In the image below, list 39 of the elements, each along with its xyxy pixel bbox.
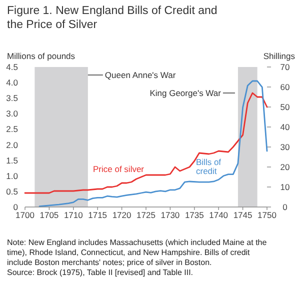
y-tick-label: 2.5 bbox=[6, 124, 18, 134]
chart-title: Figure 1. New England Bills of Credit and the Price of Silver bbox=[7, 5, 218, 31]
y-tick-label: 3.5 bbox=[6, 93, 18, 104]
source-note: Source: Brock (1975), Table II [revised] and Table III. bbox=[7, 268, 194, 277]
y2-tick-label: 30 bbox=[280, 142, 290, 152]
x-tick-label: 1705 bbox=[40, 210, 59, 220]
y2-tick-label: 10 bbox=[280, 182, 290, 192]
y-tick-label: 4.5 bbox=[6, 62, 18, 72]
y2-tick-label: 70 bbox=[280, 62, 290, 72]
y-tick-label: 2.0 bbox=[6, 140, 18, 150]
y2-tick-label: 20 bbox=[280, 162, 290, 172]
x-tick-label: 1735 bbox=[184, 210, 204, 220]
y-axis-title: Millions of pounds bbox=[7, 51, 76, 61]
y-tick-label: 1.0 bbox=[6, 170, 18, 181]
y-tick-label: 1.5 bbox=[6, 155, 18, 166]
band-label: Queen Anne's War bbox=[104, 70, 176, 80]
y2-tick-label: 40 bbox=[280, 122, 290, 132]
line-series bbox=[38, 80, 268, 208]
x-tick-label: 1715 bbox=[88, 210, 108, 220]
x-tick-label: 1720 bbox=[112, 210, 132, 220]
y2-tick-label: 0 bbox=[282, 202, 288, 212]
x-tick-label: 1725 bbox=[136, 210, 156, 220]
series-label: Bills of credit bbox=[196, 157, 222, 176]
series-label: Price of silver bbox=[93, 164, 144, 174]
y-tick-label: 0 bbox=[13, 202, 18, 212]
y2-axis-title: Shillings bbox=[263, 51, 295, 61]
text: Note: New England includes Massachusetts (which included Maine at the time), Rhode Island, Connecticut, and New Hampshire. Bills of credit include Boston merchants' notes; price of silver in Boston. bbox=[7, 238, 268, 267]
band-label: King George's War bbox=[150, 88, 222, 98]
x-tick-label: 1710 bbox=[64, 210, 84, 220]
x-tick-label: 1750 bbox=[258, 210, 277, 220]
y-tick-label: 3.0 bbox=[6, 108, 18, 119]
y-tick-label: 4.0 bbox=[6, 78, 18, 88]
x-tick-label: 1745 bbox=[233, 210, 253, 220]
x-tick-label: 1730 bbox=[160, 210, 180, 220]
y2-tick-label: 50 bbox=[280, 102, 290, 112]
y-tick-label: 0.5 bbox=[6, 186, 18, 196]
x-tick-label: 1740 bbox=[209, 210, 228, 220]
x-tick-label: 1700 bbox=[16, 210, 35, 220]
y2-tick-label: 60 bbox=[280, 82, 290, 92]
